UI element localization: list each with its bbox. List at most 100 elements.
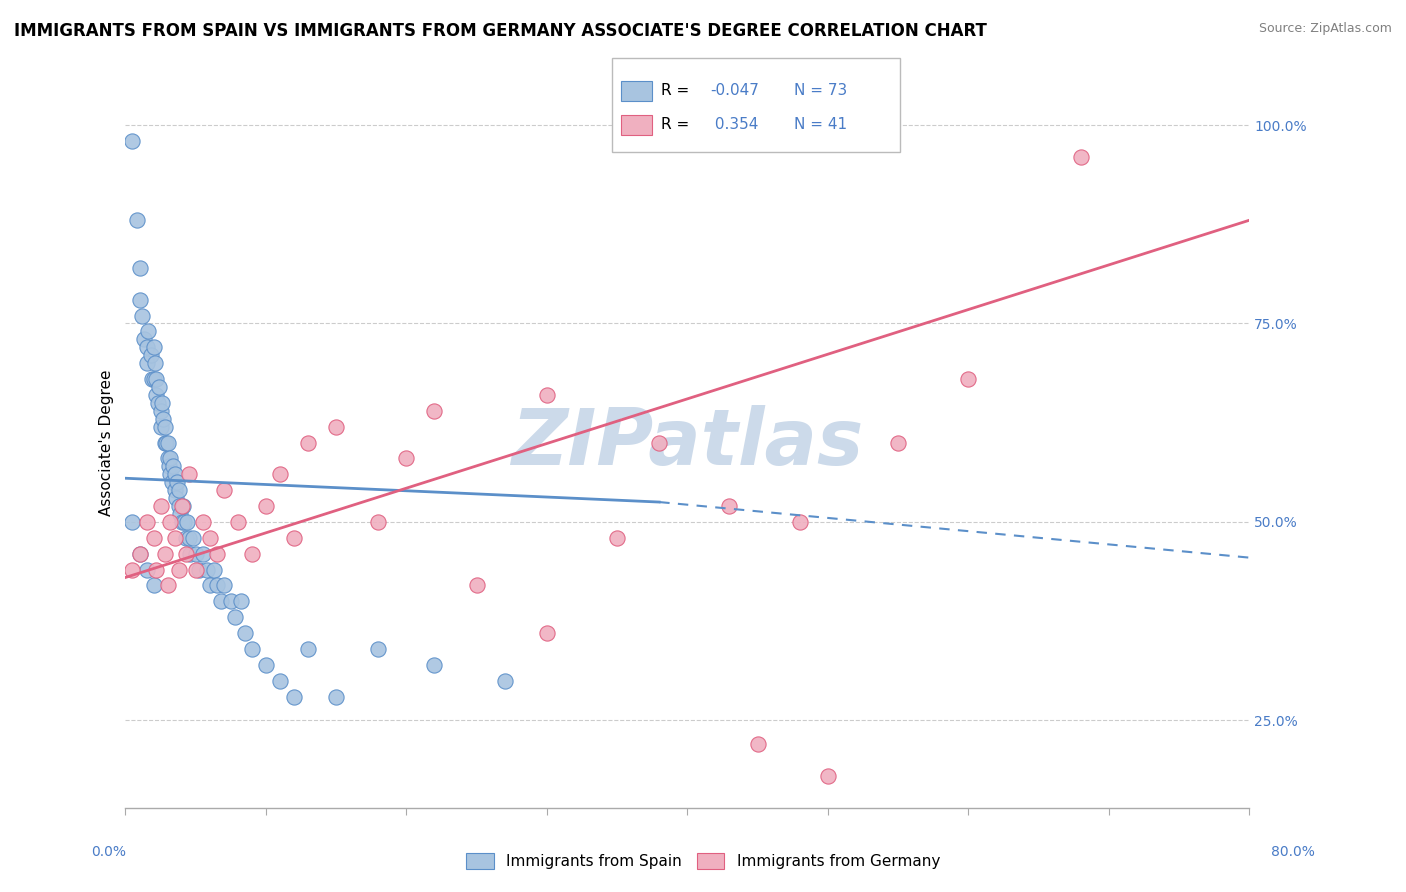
Point (156, 451, 179, 466)
Point (135, 356, 157, 370)
Point (169, 507, 191, 521)
Point (170, 499, 193, 513)
Point (536, 626, 558, 640)
Text: IMMIGRANTS FROM SPAIN VS IMMIGRANTS FROM GERMANY ASSOCIATE'S DEGREE CORRELATION : IMMIGRANTS FROM SPAIN VS IMMIGRANTS FROM… (14, 22, 987, 40)
Point (817, 769, 839, 783)
Point (957, 372, 980, 386)
Point (159, 451, 181, 466)
Point (887, 435, 910, 450)
Point (224, 610, 246, 624)
Point (465, 578, 488, 592)
Point (283, 690, 305, 704)
Point (132, 332, 155, 346)
Point (395, 451, 418, 466)
Point (142, 372, 165, 386)
Point (177, 467, 200, 482)
Point (177, 531, 200, 545)
Point (145, 562, 167, 576)
Y-axis label: Associate's Degree: Associate's Degree (100, 369, 114, 516)
Text: 80.0%: 80.0% (1271, 846, 1315, 859)
Point (149, 404, 172, 418)
Point (240, 641, 263, 656)
Point (148, 380, 170, 394)
Point (166, 475, 188, 490)
Point (718, 499, 741, 513)
Point (195, 562, 218, 576)
Text: 0.0%: 0.0% (91, 846, 127, 859)
Point (747, 737, 769, 751)
Point (153, 435, 176, 450)
Point (159, 515, 181, 529)
Point (174, 547, 197, 561)
Point (212, 483, 235, 497)
Point (167, 483, 190, 497)
Text: Source: ZipAtlas.com: Source: ZipAtlas.com (1258, 22, 1392, 36)
Point (160, 475, 183, 490)
Point (128, 293, 150, 307)
Point (174, 531, 197, 545)
Point (121, 515, 143, 529)
Point (269, 467, 291, 482)
Point (179, 547, 201, 561)
Point (153, 547, 176, 561)
Point (121, 562, 143, 576)
Point (494, 673, 516, 688)
Point (229, 594, 252, 608)
Point (191, 547, 214, 561)
Point (145, 388, 167, 402)
Point (789, 515, 811, 529)
Point (152, 411, 174, 425)
Point (136, 325, 159, 339)
Point (146, 396, 169, 410)
Point (173, 515, 195, 529)
Point (135, 515, 157, 529)
Point (648, 435, 671, 450)
Point (536, 388, 558, 402)
Point (423, 657, 446, 672)
Point (149, 499, 172, 513)
Point (209, 594, 232, 608)
Point (226, 515, 249, 529)
Point (149, 419, 172, 434)
Point (125, 213, 148, 227)
Point (142, 340, 165, 354)
Point (240, 547, 263, 561)
Point (163, 531, 186, 545)
Point (191, 515, 214, 529)
Point (367, 641, 389, 656)
Point (176, 515, 198, 529)
Point (170, 515, 193, 529)
Point (269, 673, 291, 688)
Point (219, 594, 242, 608)
Point (606, 531, 628, 545)
Point (142, 531, 165, 545)
Point (297, 435, 319, 450)
Point (165, 491, 187, 505)
Point (1070, 150, 1092, 164)
Point (212, 578, 235, 592)
Point (128, 260, 150, 275)
Point (205, 547, 228, 561)
Point (128, 547, 150, 561)
Point (153, 419, 176, 434)
Point (198, 578, 221, 592)
Point (142, 578, 165, 592)
Point (163, 483, 186, 497)
Point (143, 356, 166, 370)
Text: N = 73: N = 73 (794, 84, 848, 98)
Point (163, 467, 186, 482)
Point (139, 348, 162, 362)
Point (325, 690, 347, 704)
Text: -0.047: -0.047 (710, 84, 759, 98)
Point (141, 372, 163, 386)
Point (150, 396, 173, 410)
Point (131, 309, 153, 323)
Text: R =: R = (661, 118, 695, 132)
Point (145, 372, 167, 386)
Point (121, 134, 143, 148)
Point (367, 515, 389, 529)
Point (283, 531, 305, 545)
Point (233, 626, 256, 640)
Point (135, 340, 157, 354)
Text: N = 41: N = 41 (794, 118, 848, 132)
